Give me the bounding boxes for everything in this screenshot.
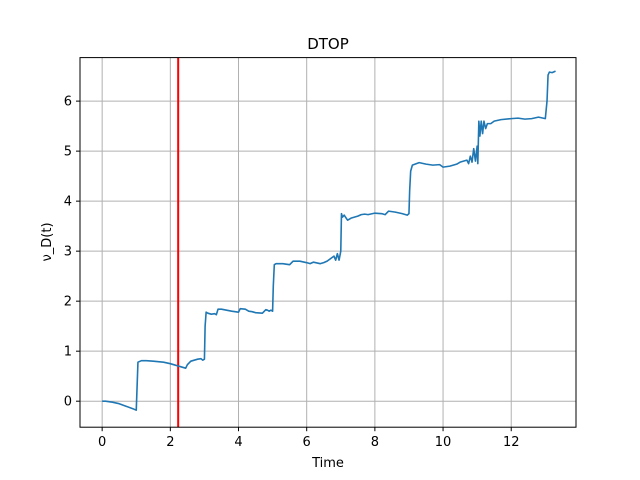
y-axis-label: ν_D(t) bbox=[40, 222, 55, 261]
y-tick-label: 6 bbox=[64, 95, 72, 110]
x-tick-label: 12 bbox=[503, 435, 520, 450]
x-axis-label: Time bbox=[311, 456, 344, 471]
chart-title: DTOP bbox=[307, 35, 349, 53]
y-tick-label: 1 bbox=[64, 345, 72, 360]
y-tick-label: 5 bbox=[64, 145, 72, 160]
x-tick-label: 2 bbox=[166, 435, 174, 450]
series-group bbox=[102, 70, 556, 411]
plot-frame bbox=[79, 57, 577, 428]
x-axis-ticks: 0 2 4 6 8 10 12 bbox=[98, 427, 520, 450]
x-tick-label: 10 bbox=[435, 435, 452, 450]
series-line bbox=[102, 70, 556, 411]
x-tick-label: 8 bbox=[371, 435, 379, 450]
x-tick-label: 4 bbox=[234, 435, 242, 450]
y-tick-label: 0 bbox=[64, 395, 72, 410]
y-tick-label: 3 bbox=[64, 245, 72, 260]
y-axis-ticks: 0 1 2 3 4 5 6 bbox=[64, 95, 80, 410]
x-tick-label: 0 bbox=[98, 435, 106, 450]
y-tick-label: 4 bbox=[64, 195, 72, 210]
y-tick-label: 2 bbox=[64, 295, 72, 310]
grid-lines bbox=[80, 57, 576, 428]
x-tick-label: 6 bbox=[303, 435, 311, 450]
